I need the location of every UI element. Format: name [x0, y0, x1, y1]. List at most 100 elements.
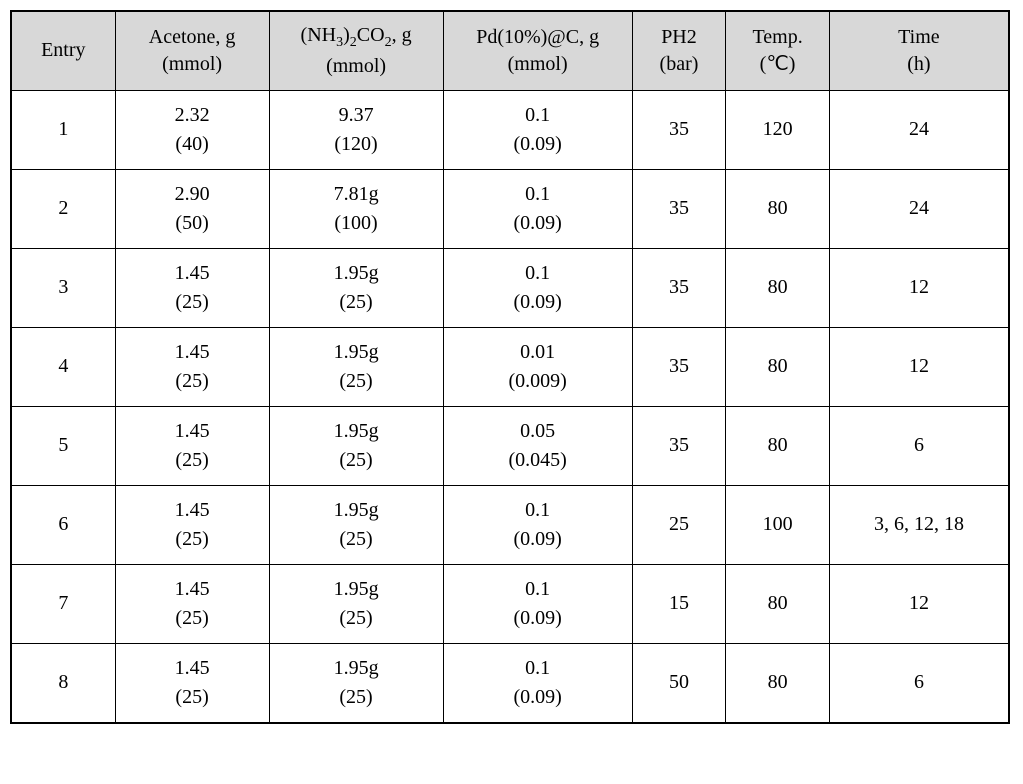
cell-acetone: 1.45(25): [115, 643, 269, 723]
cell-pd: 0.1 (0.09): [443, 643, 632, 723]
col-header-pd-line1: Pd(10%)@C, g: [476, 26, 599, 48]
cell-nh3-line2: (25): [339, 607, 372, 629]
cell-nh3-line1: 1.95g: [334, 578, 379, 600]
col-header-nh3-line2: (mmol): [326, 55, 386, 77]
cell-nh3: 7.81g (100): [269, 169, 443, 248]
cell-acetone: 1.45(25): [115, 327, 269, 406]
cell-entry: 7: [11, 564, 115, 643]
cell-acetone: 2.32(40): [115, 90, 269, 169]
col-header-pd-line2: (mmol): [508, 53, 568, 75]
cell-nh3: 1.95g(25): [269, 327, 443, 406]
col-header-time-line2: (h): [907, 53, 930, 75]
cell-acetone-line1: 1.45: [175, 657, 210, 679]
cell-temp: 80: [726, 248, 830, 327]
cell-acetone: 1.45(25): [115, 485, 269, 564]
col-header-acetone: Acetone, g (mmol): [115, 11, 269, 90]
cell-nh3: 1.95g (25): [269, 406, 443, 485]
col-header-nh3-line1: (NH3)2CO2, g: [301, 24, 412, 46]
col-header-ph2: PH2 (bar): [632, 11, 726, 90]
cell-pd: 0.1 (0.09): [443, 248, 632, 327]
cell-temp: 120: [726, 90, 830, 169]
table-row: 12.32(40)9.37(120)0.1(0.09)3512024: [11, 90, 1009, 169]
cell-nh3: 9.37(120): [269, 90, 443, 169]
cell-pd-line1: 0.1: [525, 657, 550, 679]
cell-nh3: 1.95g (25): [269, 643, 443, 723]
table-row: 22.90(50)7.81g(100)0.1(0.09)358024: [11, 169, 1009, 248]
cell-acetone-line1: 1.45: [175, 262, 210, 284]
cell-acetone: 1.45 (25): [115, 406, 269, 485]
table-header-row: Entry Acetone, g (mmol) (NH3)2CO2, g (mm…: [11, 11, 1009, 90]
cell-nh3-line1: 1.95g: [334, 420, 379, 442]
cell-pd-line2: (0.045): [508, 449, 566, 471]
cell-nh3-line1: 1.95g: [334, 657, 379, 679]
cell-temp: 80: [726, 327, 830, 406]
cell-nh3-line2: (25): [339, 686, 372, 708]
cell-temp: 80: [726, 564, 830, 643]
cell-entry: 1: [11, 90, 115, 169]
cell-pd: 0.1(0.09): [443, 90, 632, 169]
experiments-table: Entry Acetone, g (mmol) (NH3)2CO2, g (mm…: [10, 10, 1010, 724]
cell-ph2: 25: [632, 485, 726, 564]
cell-ph2: 35: [632, 327, 726, 406]
col-header-ph2-line1: PH2: [661, 26, 697, 48]
cell-pd-line1: 0.01: [520, 341, 555, 363]
cell-entry: 6: [11, 485, 115, 564]
cell-pd: 0.01 (0.009): [443, 327, 632, 406]
cell-acetone-line2: (25): [175, 370, 208, 392]
cell-pd-line2: (0.009): [508, 370, 566, 392]
cell-acetone: 1.45(25): [115, 248, 269, 327]
cell-pd: 0.1 (0.09): [443, 169, 632, 248]
cell-acetone: 1.45(25): [115, 564, 269, 643]
cell-acetone-line2: (40): [175, 133, 208, 155]
cell-pd: 0.1 (0.09): [443, 485, 632, 564]
cell-nh3-line2: (25): [339, 528, 372, 550]
col-header-time: Time (h): [829, 11, 1009, 90]
cell-pd-line2: (0.09): [513, 686, 561, 708]
cell-pd-line2: (0.09): [513, 528, 561, 550]
table-row: 81.45(25)1.95g(25)0.1(0.09)50806: [11, 643, 1009, 723]
cell-ph2: 35: [632, 169, 726, 248]
cell-pd-line1: 0.1: [525, 183, 550, 205]
cell-nh3-line1: 1.95g: [334, 341, 379, 363]
cell-time: 12: [829, 248, 1009, 327]
cell-nh3-line1: 9.37: [339, 104, 374, 126]
cell-entry: 2: [11, 169, 115, 248]
cell-nh3-line2: (25): [339, 449, 372, 471]
cell-acetone-line2: (25): [175, 528, 208, 550]
col-header-acetone-line2: (mmol): [162, 53, 222, 75]
cell-acetone-line1: 1.45: [175, 420, 210, 442]
cell-pd: 0.1(0.09): [443, 564, 632, 643]
cell-nh3-line2: (100): [334, 212, 377, 234]
cell-time: 3, 6, 12, 18: [829, 485, 1009, 564]
cell-acetone-line2: (50): [175, 212, 208, 234]
cell-ph2: 15: [632, 564, 726, 643]
cell-pd-line2: (0.09): [513, 291, 561, 313]
cell-temp: 80: [726, 169, 830, 248]
cell-nh3: 1.95g(25): [269, 248, 443, 327]
table-header: Entry Acetone, g (mmol) (NH3)2CO2, g (mm…: [11, 11, 1009, 90]
cell-pd: 0.05 (0.045): [443, 406, 632, 485]
cell-nh3-line1: 1.95g: [334, 262, 379, 284]
cell-pd-line1: 0.1: [525, 262, 550, 284]
cell-pd-line1: 0.1: [525, 104, 550, 126]
cell-ph2: 35: [632, 406, 726, 485]
table-row: 31.45(25)1.95g(25)0.1(0.09)358012: [11, 248, 1009, 327]
cell-acetone-line2: (25): [175, 449, 208, 471]
cell-entry: 4: [11, 327, 115, 406]
cell-entry: 3: [11, 248, 115, 327]
col-header-pd: Pd(10%)@C, g (mmol): [443, 11, 632, 90]
cell-temp: 80: [726, 406, 830, 485]
cell-pd-line1: 0.1: [525, 578, 550, 600]
col-header-temp-line1: Temp.: [752, 26, 802, 48]
cell-time: 12: [829, 327, 1009, 406]
cell-acetone: 2.90(50): [115, 169, 269, 248]
col-header-entry: Entry: [11, 11, 115, 90]
cell-pd-line1: 0.05: [520, 420, 555, 442]
table-row: 71.45(25) 1.95g (25) 0.1(0.09)158012: [11, 564, 1009, 643]
cell-pd-line2: (0.09): [513, 212, 561, 234]
cell-pd-line1: 0.1: [525, 499, 550, 521]
cell-ph2: 35: [632, 90, 726, 169]
col-header-ph2-line2: (bar): [660, 53, 699, 75]
cell-time: 12: [829, 564, 1009, 643]
cell-nh3-line1: 7.81g: [334, 183, 379, 205]
